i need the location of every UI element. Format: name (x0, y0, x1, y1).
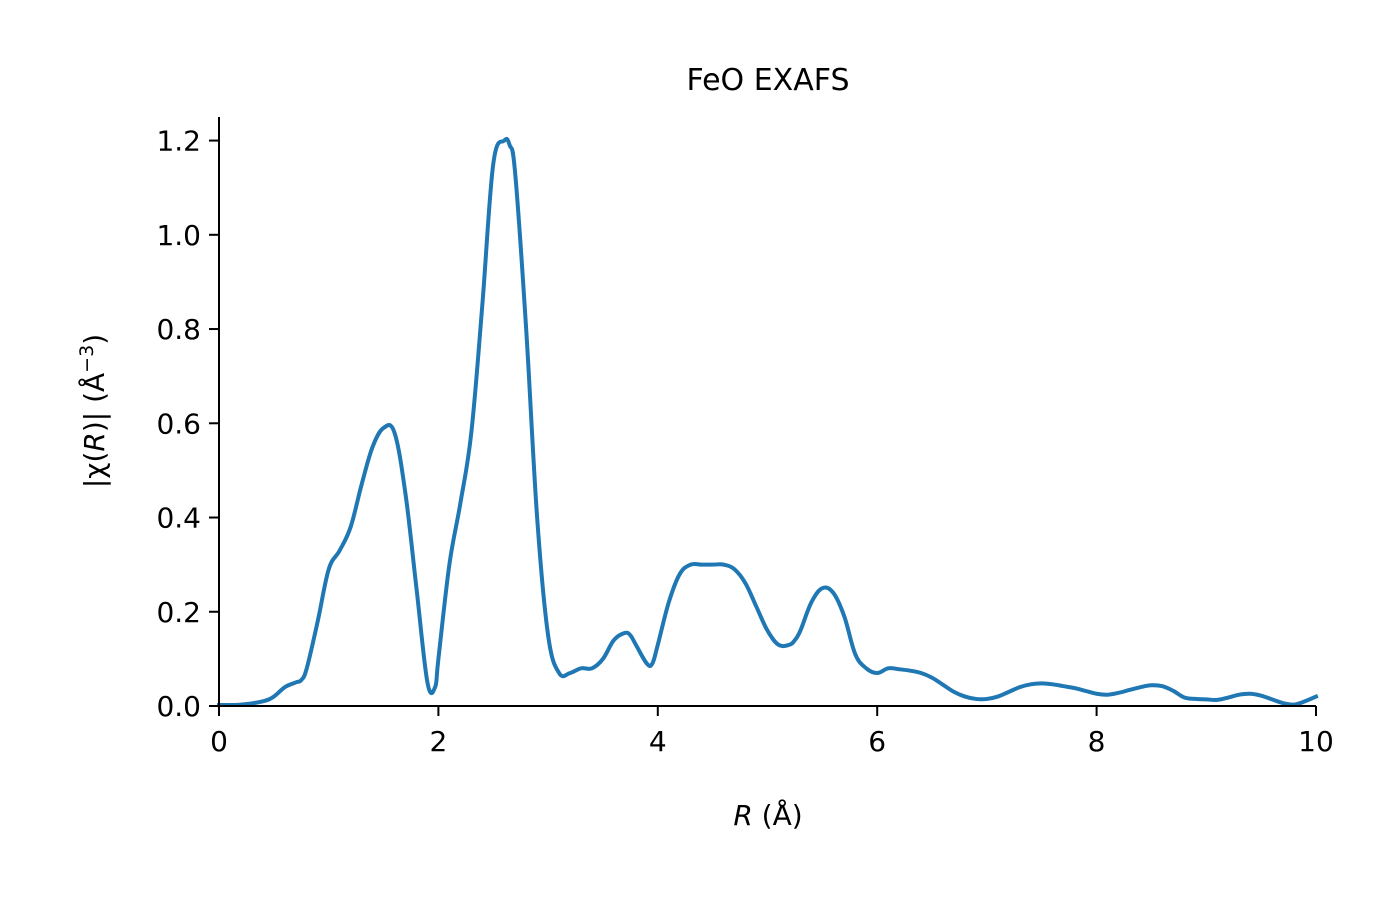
x-tick-label: 6 (868, 725, 886, 758)
y-tick-label: 1.2 (156, 125, 201, 158)
y-ticks: 0.0 0.2 0.4 0.6 0.8 1.0 1.2 (156, 125, 219, 723)
y-axis-label-post: )| (Å (77, 373, 111, 432)
y-tick-label: 1.0 (156, 219, 201, 252)
x-tick-label: 4 (649, 725, 667, 758)
chart-title: FeO EXAFS (686, 63, 849, 98)
x-ticks: 0 2 4 6 8 10 (210, 706, 1334, 758)
y-tick-label: 0.2 (156, 596, 201, 629)
y-axis-label-var: R (78, 432, 111, 451)
y-axis-label: |χ(R)| (Å−3) (76, 334, 111, 488)
x-tick-label: 10 (1298, 725, 1334, 758)
series-line-0 (216, 136, 1319, 708)
y-tick-label: 0.8 (156, 313, 201, 346)
y-tick-label: 0.6 (156, 407, 201, 440)
y-axis-label-pre: |χ( (78, 452, 111, 489)
y-axis-label-sup: −3 (76, 345, 98, 373)
x-tick-label: 0 (210, 725, 228, 758)
x-axis-label-var: R (733, 799, 752, 832)
y-tick-label: 0.0 (156, 690, 201, 723)
x-axis-label-unit: (Å) (753, 798, 803, 832)
plot-area (216, 136, 1319, 708)
x-tick-label: 8 (1088, 725, 1106, 758)
y-axis-label-close: ) (78, 334, 111, 345)
x-axis-label: R (Å) (733, 798, 802, 832)
y-tick-label: 0.4 (156, 502, 201, 535)
x-tick-label: 2 (429, 725, 447, 758)
